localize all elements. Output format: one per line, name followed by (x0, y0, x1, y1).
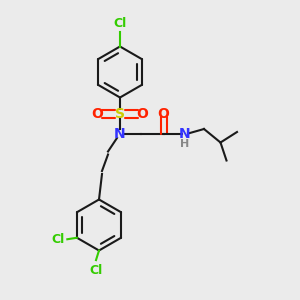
Text: Cl: Cl (113, 17, 127, 30)
Text: O: O (136, 107, 148, 121)
Text: S: S (115, 107, 125, 121)
Text: O: O (158, 107, 169, 121)
Text: O: O (92, 107, 104, 121)
Text: Cl: Cl (89, 264, 103, 277)
Text: N: N (114, 127, 126, 140)
Text: H: H (180, 139, 189, 149)
Text: N: N (179, 127, 190, 140)
Text: Cl: Cl (51, 233, 64, 246)
